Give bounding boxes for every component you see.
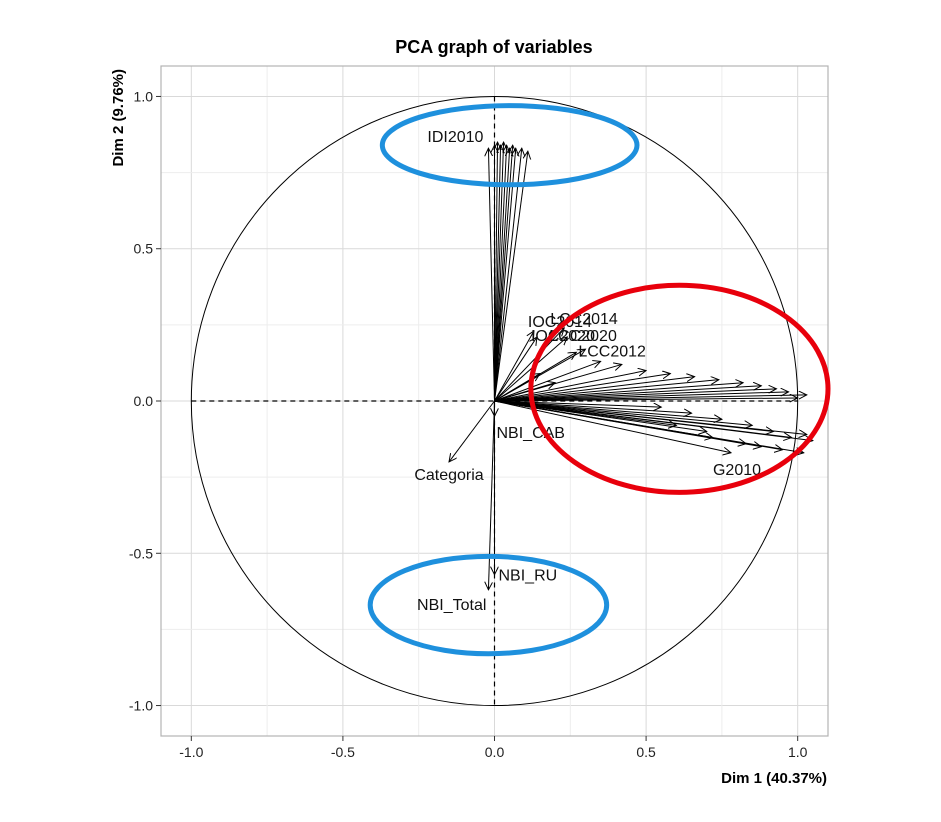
variable-arrow-ioc2014 [494, 331, 534, 402]
variable-arrow [494, 371, 647, 402]
variable-arrow-lcc2020 [494, 337, 568, 402]
variable-arrow [494, 383, 556, 402]
variable-arrow [494, 400, 707, 431]
x-tick-label: 1.0 [788, 744, 808, 760]
y-axis-title: Dim 2 (9.76%) [110, 69, 127, 167]
variable-arrow [494, 148, 522, 402]
variable-label-nbi-ru: NBI_RU [499, 568, 558, 585]
highlight-ellipse [528, 282, 831, 495]
variable-arrow [494, 400, 692, 413]
y-tick-label: 0.0 [134, 393, 154, 409]
variable-arrow-categoria [449, 400, 495, 462]
variable-label-idi2010: IDI2010 [427, 129, 483, 146]
variable-arrow [494, 400, 813, 441]
y-tick-label: 0.5 [134, 241, 154, 257]
x-axis-ticks: -1.0 -0.5 0.0 0.5 1.0 [179, 736, 808, 760]
variable-arrow [494, 395, 807, 402]
variable-arrow [494, 383, 744, 402]
variable-label-ioc2014: IOC2014 [528, 314, 592, 331]
variable-arrow [494, 392, 789, 402]
variable-label-nbi-cab: NBI_CAB [497, 425, 565, 442]
variable-arrow-lcc2014 [494, 328, 565, 402]
variable-label-lcc2012: LCC2012 [578, 343, 646, 360]
x-tick-label: -0.5 [331, 744, 355, 760]
y-tick-label: -1.0 [129, 698, 153, 714]
variable-arrow [494, 389, 777, 402]
highlight-ellipse [367, 553, 610, 657]
x-tick-label: 0.0 [485, 744, 505, 760]
variable-arrow [494, 377, 695, 402]
chart-title: PCA graph of variables [395, 37, 592, 57]
variable-arrow [494, 400, 753, 425]
variable-arrow [494, 145, 513, 402]
variable-labels: IDI2010 Categoria NBI_CAB NBI_RU NBI_Total IO… [414, 129, 761, 614]
variable-label-nbi-total: NBI_Total [417, 597, 486, 614]
x-axis-title: Dim 1 (40.37%) [721, 770, 827, 787]
y-tick-label: -0.5 [129, 545, 153, 561]
variable-arrow [494, 400, 762, 447]
variable-arrow-lcc2012 [494, 352, 577, 402]
variable-arrow [494, 400, 662, 407]
variable-arrow [494, 148, 516, 402]
y-tick-label: 1.0 [134, 88, 154, 104]
x-tick-label: 0.5 [636, 744, 656, 760]
variable-label-categoria: Categoria [414, 467, 483, 484]
variable-label-lcc2020: LCC2020 [549, 328, 617, 345]
variable-arrows [449, 142, 813, 590]
highlight-ellipse [379, 103, 640, 188]
variable-arrow-idi2010 [488, 148, 495, 402]
variable-label-g2010: G2010 [713, 462, 761, 479]
y-axis-ticks: -1.0 -0.5 0.0 0.5 1.0 [129, 88, 161, 714]
variable-arrow [494, 374, 671, 402]
variable-arrow [494, 151, 528, 402]
variable-arrow [494, 145, 507, 402]
variable-arrow-ioc2020 [494, 337, 537, 402]
variable-arrow [494, 361, 601, 402]
variable-arrow [494, 386, 762, 402]
highlight-ellipses [367, 103, 831, 657]
variable-arrow [494, 400, 807, 435]
variable-arrow-nbi-total [488, 400, 495, 590]
x-tick-label: -1.0 [179, 744, 203, 760]
